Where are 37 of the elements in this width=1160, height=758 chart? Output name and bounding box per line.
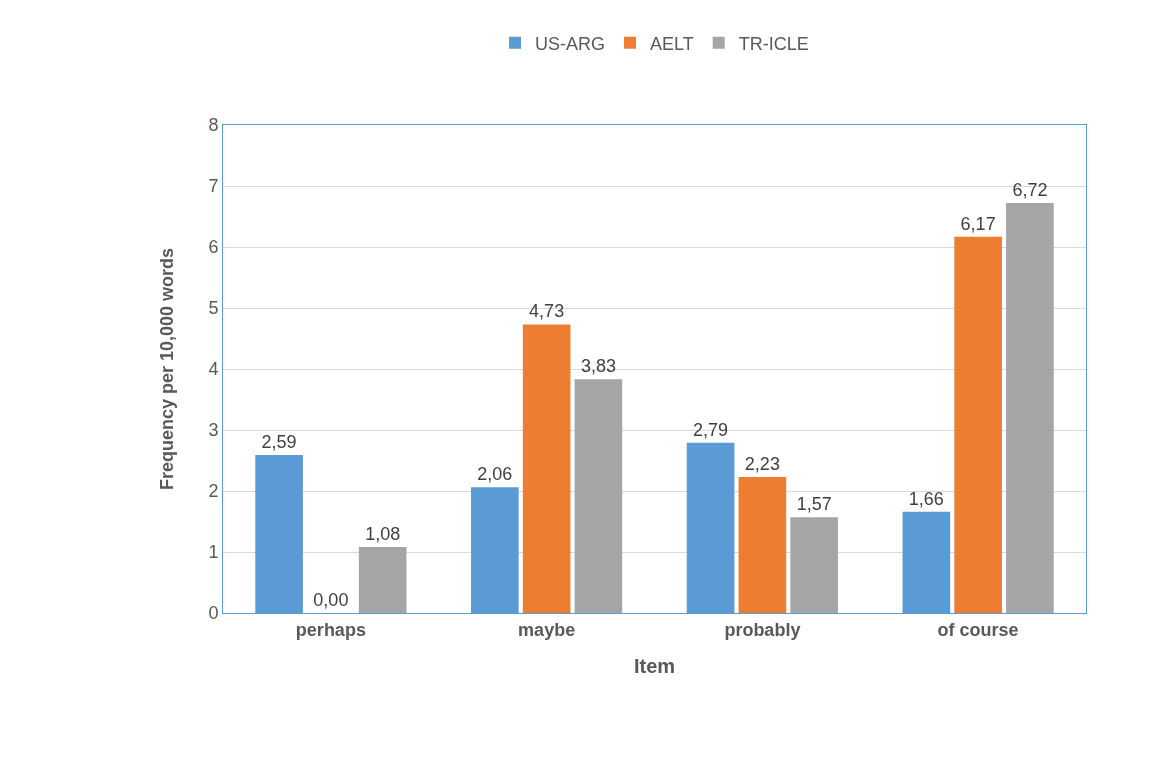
data-label: 3,83 — [580, 356, 616, 377]
data-label: 1,08 — [365, 524, 401, 545]
data-label: 2,59 — [261, 432, 297, 453]
data-label: 4,73 — [529, 301, 565, 322]
x-axis-title: Item — [633, 655, 676, 678]
y-tick-label: 8 — [208, 115, 219, 136]
legend-label: AELT — [650, 33, 694, 54]
y-tick-label: 2 — [208, 481, 219, 502]
data-label: 2,79 — [693, 419, 729, 440]
data-label: 2,06 — [477, 464, 513, 485]
data-label: 6,72 — [1012, 180, 1048, 201]
bar — [738, 476, 787, 613]
data-label: 2,23 — [744, 453, 780, 474]
y-tick-label: 5 — [208, 298, 219, 319]
x-tick-label: probably — [724, 619, 801, 640]
y-tick-label: 7 — [208, 176, 219, 197]
y-tick-label: 3 — [208, 420, 219, 441]
bar — [522, 324, 571, 613]
bar — [1006, 203, 1054, 613]
bar — [358, 547, 407, 613]
bar — [790, 517, 838, 613]
y-tick-label: 6 — [208, 237, 219, 258]
data-label: 6,17 — [960, 213, 996, 234]
x-tick-label: of course — [937, 619, 1019, 640]
data-label: 0,00 — [313, 590, 349, 610]
y-tick-label: 4 — [208, 359, 219, 380]
y-tick-label: 1 — [208, 542, 219, 563]
bar — [574, 379, 623, 613]
y-axis-title: Frequency per 10,000 words — [156, 247, 177, 491]
x-tick-label: maybe — [518, 619, 576, 640]
legend-label: TR-ICLE — [738, 33, 809, 54]
x-tick-label: perhaps — [295, 619, 366, 640]
legend-label: US-ARG — [535, 33, 606, 54]
bar — [954, 236, 1002, 613]
y-tick-label: 0 — [208, 603, 219, 624]
data-label: 1,57 — [796, 494, 832, 515]
data-label: 1,66 — [908, 488, 944, 509]
